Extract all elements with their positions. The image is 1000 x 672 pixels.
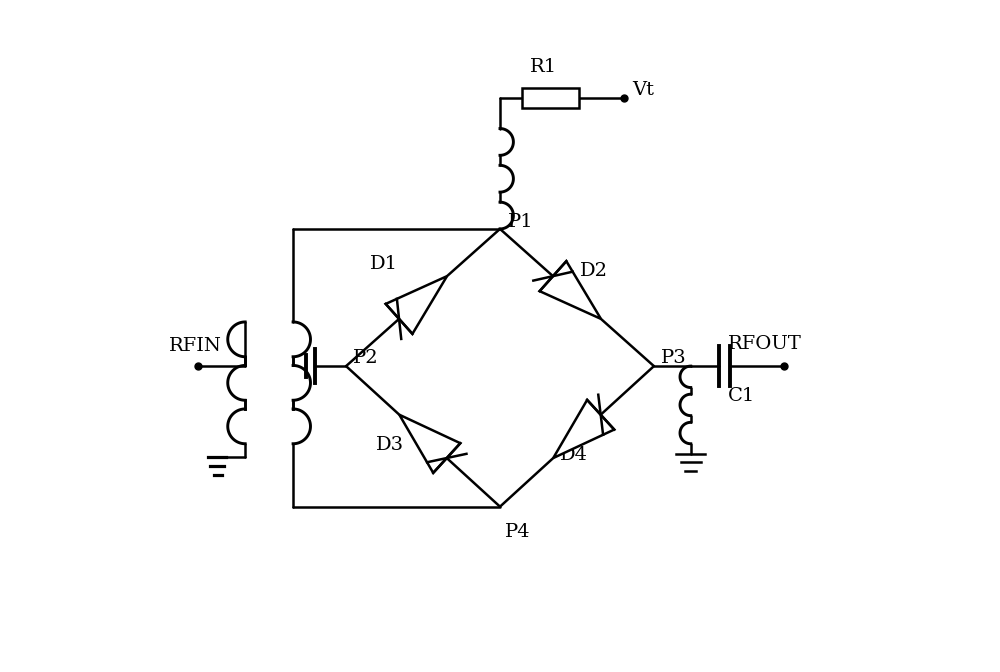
Text: D3: D3 [376,435,404,454]
Bar [522,89,579,108]
Text: Vt: Vt [632,81,654,99]
Text: C1: C1 [728,387,755,405]
Text: P3: P3 [661,349,686,367]
Text: R1: R1 [530,58,557,76]
Text: P2: P2 [353,349,378,367]
Text: RFIN: RFIN [169,337,222,355]
Polygon shape [399,415,460,473]
Text: D1: D1 [370,255,398,273]
Text: D4: D4 [560,446,588,464]
Polygon shape [540,261,601,319]
Text: P4: P4 [505,523,531,541]
Polygon shape [553,400,614,458]
Text: D2: D2 [580,262,608,280]
Text: RFOUT: RFOUT [728,335,801,353]
Polygon shape [386,276,447,334]
Text: P1: P1 [508,213,534,231]
